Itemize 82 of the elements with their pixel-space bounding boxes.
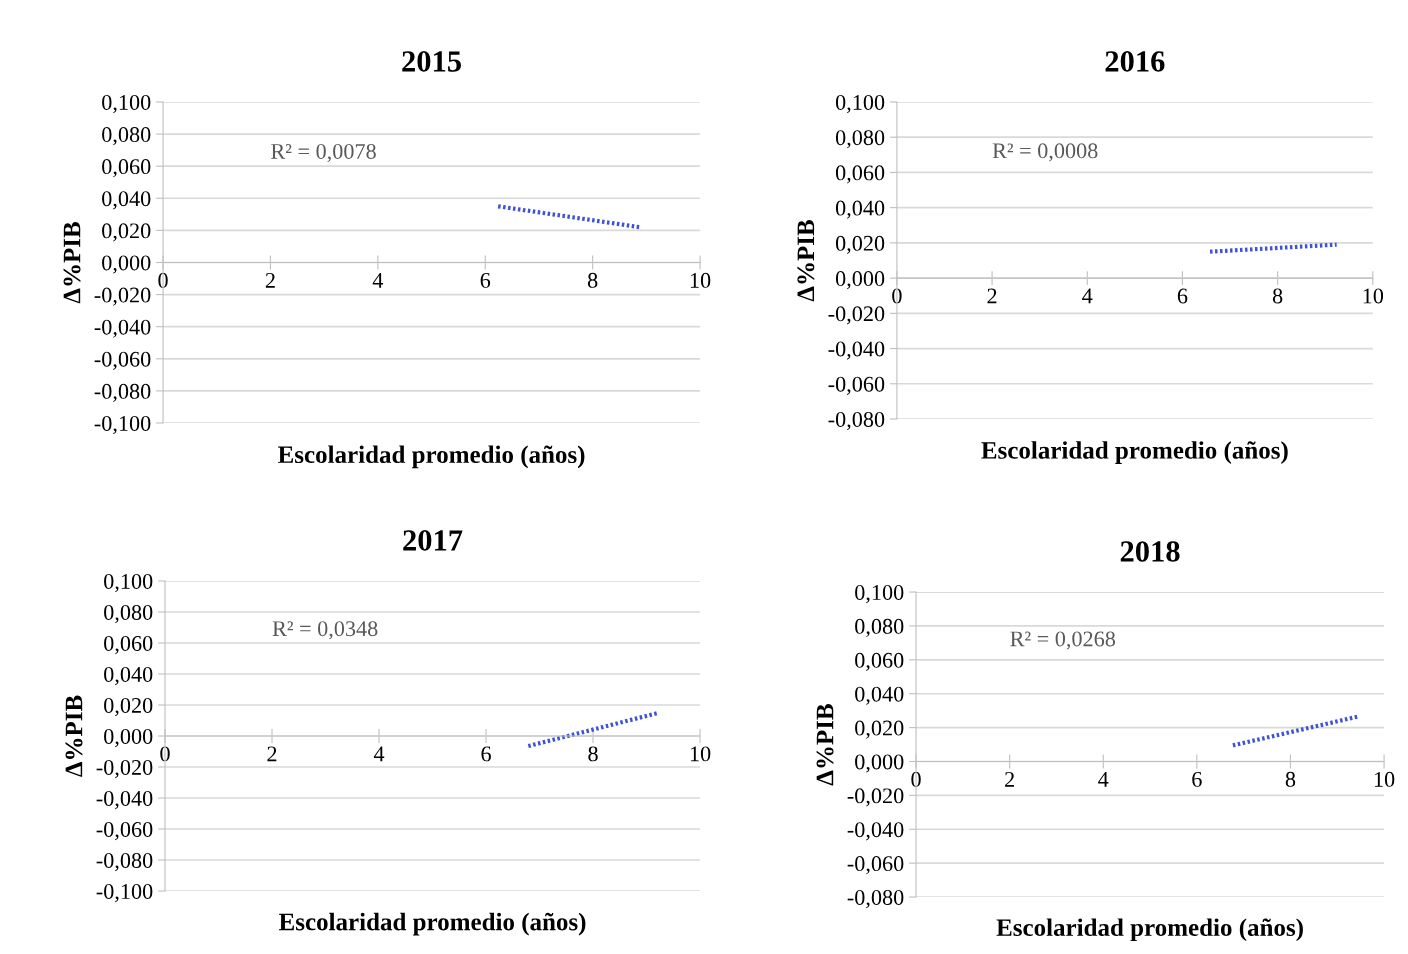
y-tick-label: 0,000 bbox=[835, 271, 885, 290]
chart-title: 2017 bbox=[403, 530, 463, 551]
chart-title: 2015 bbox=[402, 51, 461, 72]
y-tick-label: -0,020 bbox=[96, 759, 153, 779]
x-tick-label: 2 bbox=[267, 746, 277, 762]
x-tick-label: 4 bbox=[1082, 288, 1093, 304]
x-tick-label: 10 bbox=[1363, 288, 1384, 304]
x-axis-title: Escolaridad promedio (años) bbox=[279, 912, 586, 936]
y-tick-label: 0,060 bbox=[855, 652, 904, 671]
y-axis-title: Δ%PIB bbox=[797, 220, 815, 302]
y-tick-label: 0,020 bbox=[835, 235, 885, 254]
annotation: R² = 0,0268 bbox=[1010, 631, 1116, 650]
y-tick-label: -0,080 bbox=[828, 411, 885, 431]
y-tick-label: 0,080 bbox=[855, 618, 904, 638]
y-tick-label: -0,020 bbox=[828, 306, 885, 325]
y-tick-label: 0,000 bbox=[102, 255, 151, 274]
y-tick-label: -0,060 bbox=[828, 376, 885, 395]
y-tick-label: 0,060 bbox=[102, 159, 151, 178]
y-tick-label: 0,100 bbox=[835, 94, 885, 114]
x-tick-label: 2 bbox=[1005, 771, 1014, 787]
x-axis-title: Escolaridad promedio (años) bbox=[996, 918, 1303, 942]
x-tick-label: 2 bbox=[265, 272, 275, 288]
x-tick-label: 0 bbox=[158, 272, 168, 288]
y-tick-label: 0,020 bbox=[102, 223, 151, 242]
annotation: R² = 0,0348 bbox=[272, 621, 378, 640]
x-axis-title: Escolaridad promedio (años) bbox=[278, 445, 585, 469]
x-tick-label: 4 bbox=[373, 746, 385, 762]
x-tick-label: 10 bbox=[1374, 771, 1395, 787]
x-tick-label: 4 bbox=[372, 273, 384, 288]
y-tick-label: -0,080 bbox=[96, 852, 153, 872]
y-tick-label: 0,100 bbox=[104, 573, 153, 593]
y-tick-label: -0,040 bbox=[94, 319, 151, 338]
y-tick-label: 0,060 bbox=[835, 165, 885, 184]
y-tick-label: 0,040 bbox=[104, 666, 153, 686]
annotation: R² = 0,0078 bbox=[271, 143, 376, 163]
x-tick-label: 0 bbox=[892, 288, 902, 304]
y-tick-label: -0,060 bbox=[94, 351, 151, 370]
y-tick-label: 0,080 bbox=[835, 130, 885, 149]
x-axis-title: Escolaridad promedio (años) bbox=[981, 441, 1288, 464]
y-tick-label: -0,060 bbox=[847, 856, 904, 875]
y-axis-title: Δ%PIB bbox=[65, 695, 83, 777]
y-tick-label: 0,000 bbox=[855, 754, 904, 773]
y-tick-label: 0,100 bbox=[102, 94, 151, 114]
y-tick-label: -0,080 bbox=[94, 383, 151, 403]
y-tick-label: -0,020 bbox=[94, 287, 151, 306]
x-tick-label: 10 bbox=[690, 272, 711, 288]
chart-title: 2018 bbox=[1120, 541, 1180, 562]
y-tick-label: 0,080 bbox=[102, 127, 151, 146]
y-tick-label: 0,040 bbox=[855, 686, 904, 705]
x-tick-label: 0 bbox=[911, 771, 921, 787]
y-tick-label: -0,100 bbox=[96, 883, 153, 903]
x-tick-label: 8 bbox=[1272, 288, 1283, 304]
y-tick-label: 0,040 bbox=[102, 191, 151, 210]
y-tick-label: -0,080 bbox=[847, 889, 904, 909]
chart-title: 2016 bbox=[1105, 51, 1165, 72]
y-tick-label: 0,080 bbox=[104, 604, 153, 624]
x-tick-label: 6 bbox=[1192, 771, 1202, 787]
y-tick-label: -0,040 bbox=[96, 790, 153, 810]
y-tick-label: -0,040 bbox=[847, 822, 904, 841]
x-tick-label: 0 bbox=[160, 746, 170, 762]
x-tick-label: 2 bbox=[987, 288, 997, 304]
y-tick-label: 0,040 bbox=[835, 200, 885, 219]
annotation: R² = 0,0008 bbox=[992, 143, 1098, 162]
y-tick-label: 0,020 bbox=[855, 720, 904, 739]
y-axis-title: Δ%PIB bbox=[63, 222, 81, 304]
y-tick-label: -0,020 bbox=[847, 788, 904, 807]
x-tick-label: 6 bbox=[480, 272, 491, 288]
x-tick-label: 10 bbox=[690, 746, 711, 762]
y-axis-title: Δ%PIB bbox=[816, 704, 834, 786]
y-tick-label: 0,060 bbox=[104, 635, 153, 655]
y-tick-label: -0,060 bbox=[96, 821, 153, 841]
x-tick-label: 8 bbox=[1285, 771, 1296, 787]
y-tick-label: 0,000 bbox=[104, 728, 153, 748]
x-tick-label: 8 bbox=[587, 272, 598, 288]
y-tick-label: -0,100 bbox=[94, 415, 151, 435]
y-tick-label: 0,100 bbox=[855, 584, 904, 604]
x-tick-label: 6 bbox=[1177, 288, 1188, 304]
x-tick-label: 4 bbox=[1098, 772, 1109, 787]
y-tick-label: -0,040 bbox=[828, 341, 885, 360]
x-tick-label: 8 bbox=[588, 746, 598, 762]
x-tick-label: 6 bbox=[481, 746, 491, 762]
y-tick-label: 0,020 bbox=[104, 697, 153, 717]
